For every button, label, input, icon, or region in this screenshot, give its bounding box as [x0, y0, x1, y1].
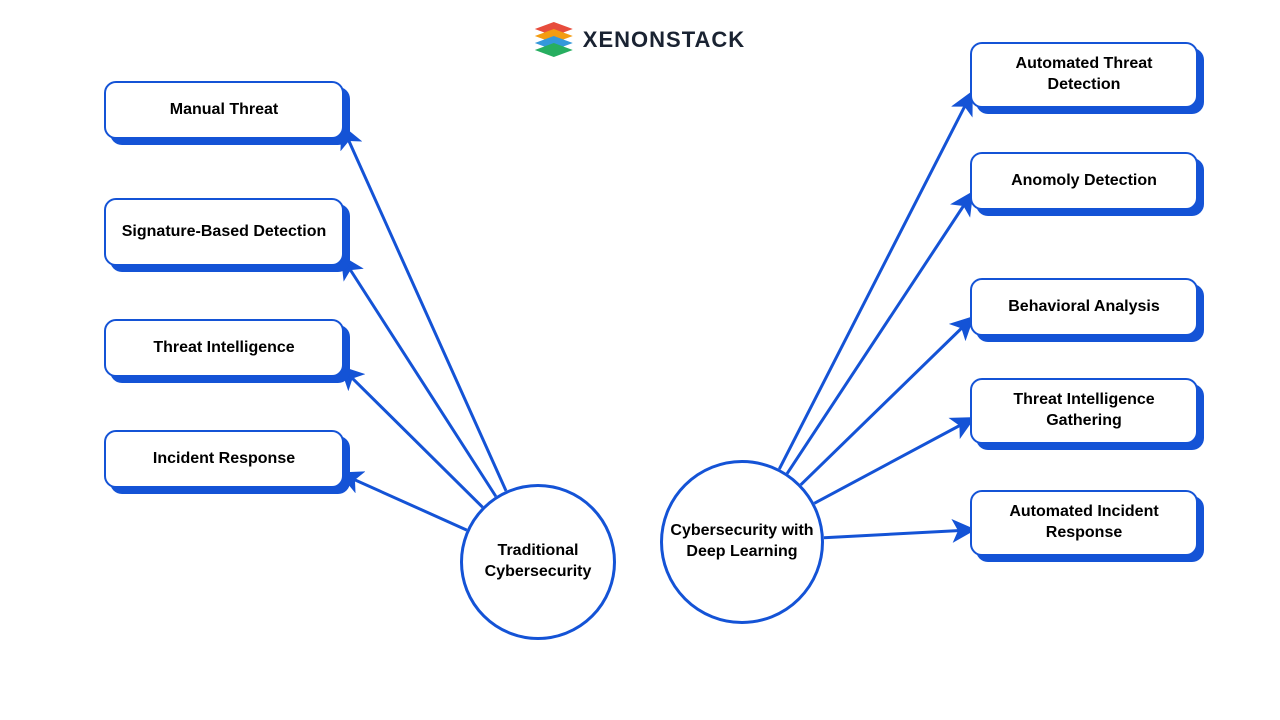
- left-node-2: Signature-Based Detection: [104, 198, 344, 266]
- arrow-hub-left-to-l2: [344, 260, 496, 496]
- right-node-5: Automated Incident Response: [970, 490, 1198, 556]
- arrow-hub-left-to-l1: [344, 130, 506, 491]
- right-node-3: Behavioral Analysis: [970, 278, 1198, 336]
- arrow-hub-right-to-r4: [814, 420, 970, 503]
- arrow-hub-right-to-r2: [787, 196, 970, 474]
- right-node-2: Anomoly Detection: [970, 152, 1198, 210]
- brand-logo: XENONSTACK: [535, 22, 745, 58]
- arrow-hub-right-to-r1: [779, 96, 970, 469]
- arrow-hub-right-to-r3: [801, 320, 970, 485]
- hub-left: Traditional Cybersecurity: [460, 484, 616, 640]
- right-node-4: Threat Intelligence Gathering: [970, 378, 1198, 444]
- arrow-hub-left-to-l4: [344, 475, 467, 530]
- arrow-hub-left-to-l3: [344, 370, 483, 507]
- hub-right: Cybersecurity with Deep Learning: [660, 460, 824, 624]
- right-node-1: Automated Threat Detection: [970, 42, 1198, 108]
- arrow-hub-right-to-r5: [824, 530, 970, 538]
- left-node-4: Incident Response: [104, 430, 344, 488]
- left-node-3: Threat Intelligence: [104, 319, 344, 377]
- logo-text: XENONSTACK: [583, 27, 745, 53]
- logo-stack-icon: [535, 22, 573, 58]
- left-node-1: Manual Threat: [104, 81, 344, 139]
